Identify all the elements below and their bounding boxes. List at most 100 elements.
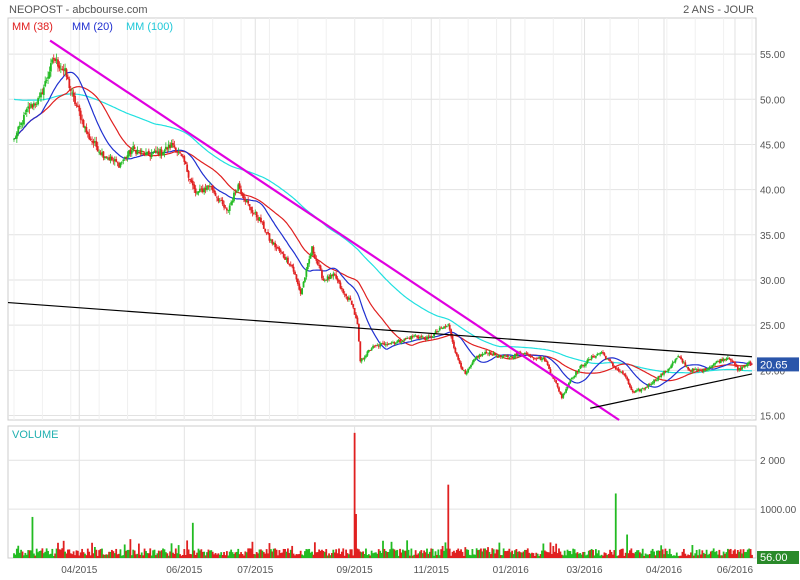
candle-body xyxy=(687,366,690,370)
volume-bar xyxy=(370,550,373,558)
candle-body xyxy=(736,366,739,371)
volume-bar xyxy=(199,550,201,558)
candle-body xyxy=(258,217,261,221)
volume-bar xyxy=(438,555,441,558)
volume-bar xyxy=(650,550,653,558)
candle-body xyxy=(401,341,404,343)
candle-body xyxy=(163,150,166,153)
date-tick-label: 09/2015 xyxy=(337,565,374,576)
volume-bar xyxy=(749,549,752,558)
volume-bar xyxy=(176,553,179,558)
candle-body xyxy=(741,366,743,370)
volume-bar xyxy=(277,555,279,558)
candle-body xyxy=(243,195,245,199)
volume-bar xyxy=(751,554,753,558)
volume-bar xyxy=(210,550,213,558)
volume-bar xyxy=(599,555,602,558)
candle-body xyxy=(269,239,272,241)
candle-body xyxy=(538,356,541,359)
candle-body xyxy=(295,274,298,280)
candle-body xyxy=(725,358,728,361)
volume-bar xyxy=(146,553,149,558)
volume-bar xyxy=(353,432,356,558)
volume-bar xyxy=(441,545,444,558)
volume-bar xyxy=(145,551,147,558)
volume-bar xyxy=(504,551,506,558)
volume-bar xyxy=(630,548,633,558)
volume-bar xyxy=(203,551,206,558)
candle-body xyxy=(506,355,509,358)
volume-bar xyxy=(556,553,559,558)
volume-bar xyxy=(443,550,445,558)
candle-body xyxy=(342,289,345,294)
volume-bar xyxy=(461,551,464,558)
candle-body xyxy=(613,365,616,367)
volume-bar xyxy=(149,548,152,558)
volume-bar xyxy=(732,550,735,558)
volume-bar xyxy=(244,551,247,558)
volume-bar xyxy=(31,516,34,558)
volume-bar xyxy=(45,548,48,558)
volume-bar xyxy=(58,549,61,558)
volume-bar xyxy=(617,555,620,558)
candle-body xyxy=(444,326,447,328)
volume-bar xyxy=(234,552,237,558)
candle-body xyxy=(648,384,651,386)
volume-bar xyxy=(508,548,511,558)
candle-body xyxy=(299,289,302,294)
candle-body xyxy=(572,377,575,379)
volume-bar xyxy=(634,551,637,558)
candle-body xyxy=(187,170,190,178)
volume-bar xyxy=(597,550,600,558)
volume-bar xyxy=(345,549,347,558)
volume-bar xyxy=(718,549,721,558)
volume-bar xyxy=(626,534,629,558)
candle-body xyxy=(272,242,275,245)
candle-body xyxy=(541,358,543,361)
volume-bar xyxy=(685,555,688,558)
volume-bar xyxy=(607,553,610,558)
candle-body xyxy=(251,210,254,213)
candle-body xyxy=(116,161,119,163)
date-tick-label: 07/2015 xyxy=(237,565,274,576)
volume-bar xyxy=(190,554,193,558)
volume-bar xyxy=(28,550,31,558)
volume-bar xyxy=(75,550,78,558)
candle-body xyxy=(289,264,292,266)
candle-body xyxy=(181,155,184,157)
candle-body xyxy=(545,360,548,362)
volume-bar xyxy=(423,550,426,558)
volume-bar xyxy=(427,553,430,558)
volume-bar xyxy=(35,548,38,558)
volume-bar xyxy=(559,551,562,558)
candle-body xyxy=(52,58,55,60)
candle-body xyxy=(315,258,318,261)
price-panel-frame xyxy=(7,17,757,421)
candle-body xyxy=(582,365,585,367)
volume-bar xyxy=(582,551,585,558)
candle-body xyxy=(748,361,751,364)
volume-bar xyxy=(379,550,382,558)
volume-bar xyxy=(363,553,366,558)
volume-bar xyxy=(118,553,120,558)
candle-body xyxy=(568,382,570,387)
volume-bar xyxy=(724,553,726,558)
candle-body xyxy=(160,149,163,155)
volume-bar xyxy=(251,541,254,558)
candle-body xyxy=(366,351,369,356)
candle-body xyxy=(164,146,167,150)
candle-body xyxy=(156,151,159,153)
candle-body xyxy=(531,355,533,358)
volume-bar xyxy=(711,550,714,558)
volume-bar xyxy=(74,555,76,558)
volume-bar xyxy=(285,551,288,558)
volume-bar xyxy=(172,552,174,558)
volume-bar xyxy=(742,549,745,558)
price-tick-label: 20.00 xyxy=(760,366,785,377)
candle-body xyxy=(135,149,137,154)
volume-bar xyxy=(734,549,736,558)
candle-body xyxy=(514,353,516,358)
volume-bar xyxy=(478,549,481,558)
candle-body xyxy=(323,280,326,281)
volume-bar xyxy=(600,554,603,558)
